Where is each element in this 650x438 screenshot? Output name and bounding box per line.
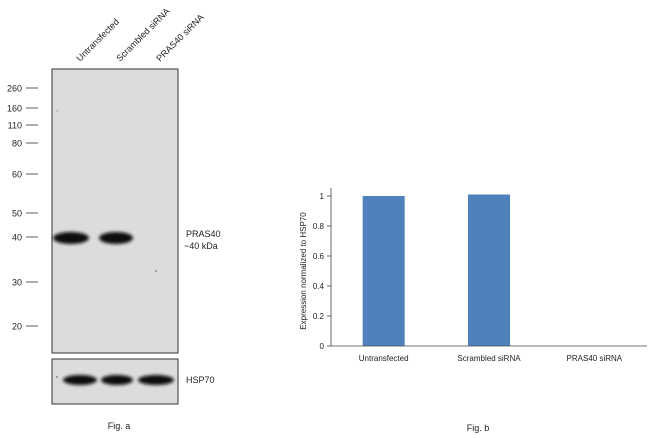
western-blot-panel: Untransfected Scrambled siRNA PRAS40 siR… (7, 6, 221, 431)
x-category-label: Scrambled siRNA (457, 354, 521, 363)
y-tick-label: 1 (320, 192, 325, 201)
marker-label: 260 (7, 83, 22, 93)
band-label-size: ~40 kDa (184, 241, 218, 251)
bar-series (362, 194, 510, 346)
marker-label: 50 (12, 208, 22, 218)
marker-label: 60 (12, 169, 22, 179)
blot-speck (155, 270, 157, 272)
marker-label: 20 (12, 321, 22, 331)
y-tick-label: 0.8 (313, 222, 325, 231)
x-category-label: Untransfected (359, 354, 409, 363)
band-pras40-lane2 (99, 232, 133, 244)
marker-label: 110 (8, 120, 22, 130)
blot-membrane (51, 68, 179, 354)
loading-control-label: HSP70 (186, 375, 215, 385)
band-hsp70-lane2 (101, 375, 133, 385)
y-tick-label: 0.6 (313, 252, 325, 261)
marker-label: 160 (7, 103, 22, 113)
y-tick-label: 0.4 (313, 282, 325, 291)
band-hsp70-lane3 (138, 375, 174, 385)
y-tick-label: 0 (320, 342, 325, 351)
marker-ladder: 260 160 110 80 60 50 40 30 20 (7, 83, 38, 331)
blot-speck (56, 110, 58, 112)
y-tick-label: 0.2 (313, 312, 325, 321)
marker-label: 40 (12, 232, 22, 242)
marker-label: 30 (12, 277, 22, 287)
y-axis-label: Expression normalized to HSP70 (299, 212, 308, 330)
band-hsp70-lane1 (63, 375, 97, 385)
figure-a-caption: Fig. a (108, 421, 131, 431)
bar-chart-panel: Expression normalized to HSP70 0 0.2 0.4 0.… (299, 188, 647, 433)
band-label-protein: PRAS40 (186, 229, 221, 239)
figure-b-caption: Fig. b (467, 423, 490, 433)
band-pras40-lane1 (53, 232, 89, 244)
marker-label: 80 (12, 138, 22, 148)
bar (362, 196, 405, 346)
x-axis-labels: Untransfected Scrambled siRNA PRAS40 siRNA (359, 354, 623, 363)
x-category-label: PRAS40 siRNA (567, 354, 623, 363)
bar (468, 194, 510, 346)
blot-speck (56, 376, 58, 378)
y-axis-ticks: 0 0.2 0.4 0.6 0.8 1 (313, 192, 331, 351)
